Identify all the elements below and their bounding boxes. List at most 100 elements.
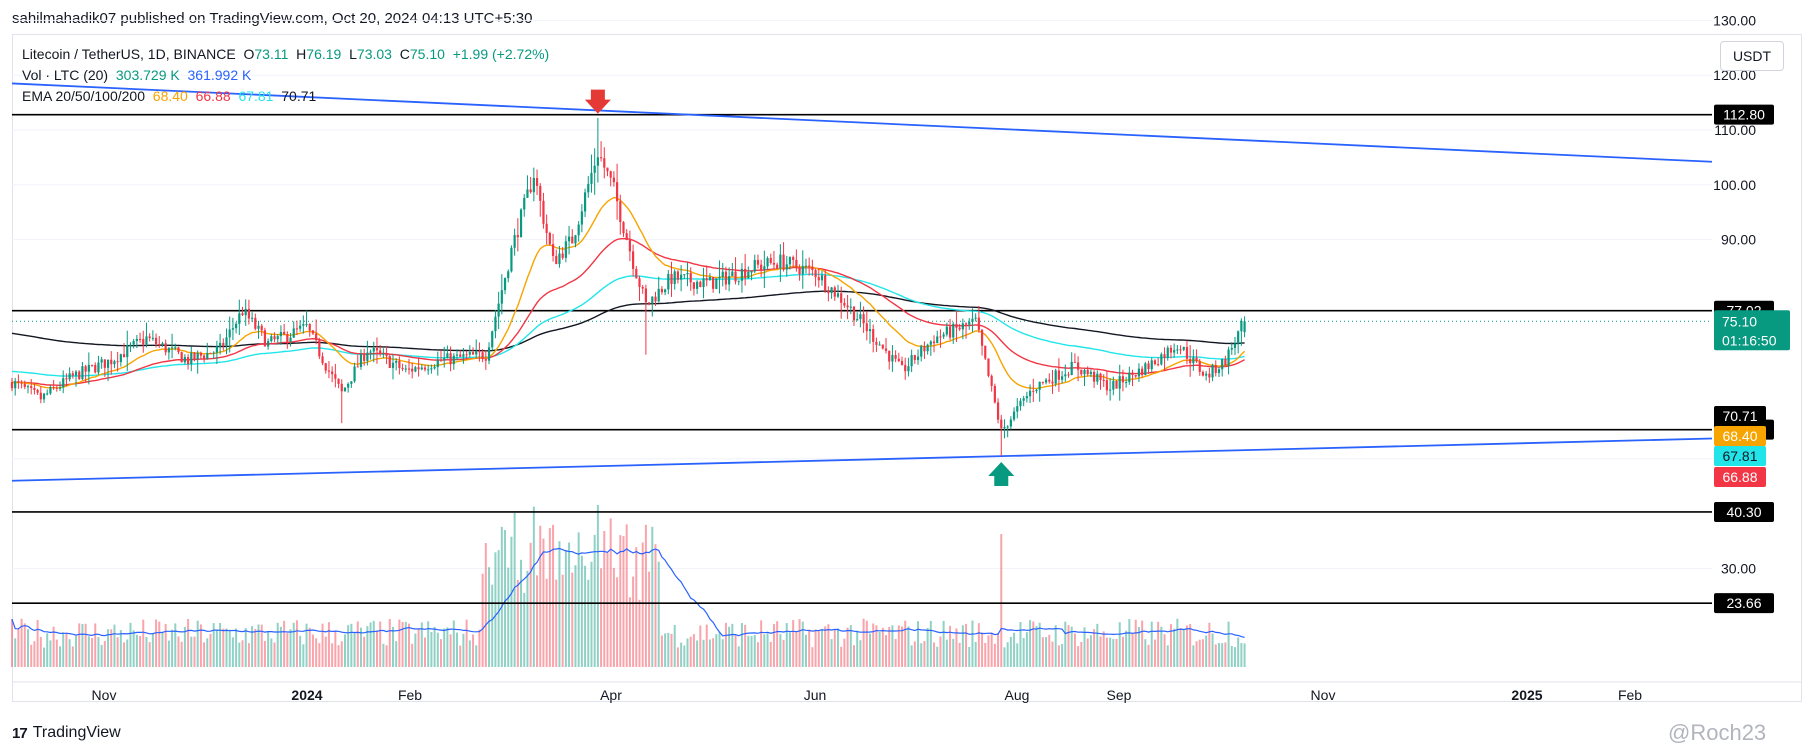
volume-ma-line <box>11 547 1245 638</box>
volume-bar <box>491 584 494 667</box>
volume-bar <box>231 637 234 667</box>
volume-bar <box>129 622 132 667</box>
volume-bar <box>279 626 282 667</box>
volume-bar <box>660 635 663 667</box>
volume-bar <box>936 646 939 667</box>
candle-body <box>1048 379 1051 382</box>
volume-bar <box>1192 645 1195 667</box>
volume-bar <box>87 636 90 667</box>
volume-bar <box>1141 620 1144 667</box>
volume-bar <box>91 638 94 667</box>
volume-bar <box>1083 627 1086 667</box>
volume-bar <box>997 632 1000 667</box>
volume-bar <box>1217 643 1220 667</box>
volume-bar <box>331 643 334 667</box>
candle-body <box>1189 358 1192 364</box>
volume-bar <box>981 632 984 667</box>
candle-body <box>491 331 494 348</box>
volume-bar <box>878 631 881 667</box>
currency-button[interactable]: USDT <box>1720 41 1784 71</box>
candle-body <box>798 267 801 275</box>
volume-bar <box>423 637 426 667</box>
volume-bar <box>846 627 849 667</box>
volume-bar <box>199 624 202 667</box>
candle-body <box>993 385 996 403</box>
candle-body <box>782 254 785 270</box>
volume-bar <box>404 621 407 667</box>
candle-body <box>897 358 900 361</box>
volume-bar <box>635 547 638 667</box>
candle-body <box>299 325 302 329</box>
volume-bar <box>686 638 689 667</box>
candle-body <box>590 172 593 184</box>
candle-body <box>571 236 574 244</box>
candle-body <box>1131 372 1134 376</box>
candle-body <box>138 338 142 340</box>
volume-bar <box>308 627 311 667</box>
volume-bar <box>187 618 190 667</box>
candle-body <box>811 266 814 271</box>
candle-body <box>654 296 657 302</box>
candle-body <box>881 344 884 349</box>
volume-bar <box>1029 620 1032 667</box>
volume-bar <box>942 620 945 667</box>
time-tick-label: Nov <box>1311 687 1336 703</box>
candle-body <box>212 352 215 354</box>
volume-bar <box>235 628 238 667</box>
volume-bar <box>225 628 228 667</box>
volume-bar <box>923 641 926 667</box>
legend-high-label: H <box>296 46 307 62</box>
volume-bar <box>1093 629 1096 667</box>
candle-body <box>148 336 151 338</box>
volume-bar <box>1147 644 1150 667</box>
candle-body <box>475 351 478 355</box>
volume-bar <box>94 623 97 667</box>
candle-body <box>891 355 894 362</box>
candle-body <box>218 342 222 347</box>
candle-body <box>1073 361 1077 363</box>
volume-bar <box>1221 643 1224 667</box>
candle-body <box>705 278 708 281</box>
candle-body <box>1153 360 1157 365</box>
volume-bar <box>590 561 593 667</box>
candle-body <box>122 354 126 358</box>
volume-bar <box>808 629 811 667</box>
volume-bar <box>772 624 775 667</box>
volume-bar <box>1205 635 1208 667</box>
volume-bar <box>1025 632 1028 667</box>
volume-bar <box>1173 628 1176 667</box>
candle-body <box>324 363 327 371</box>
candle-body <box>411 368 414 372</box>
candle-body <box>904 365 907 372</box>
candle-body <box>583 192 587 212</box>
candle-body <box>116 361 119 363</box>
candle-body <box>1089 371 1093 375</box>
volume-bar <box>401 621 404 667</box>
candle-body <box>737 280 740 282</box>
volume-bar <box>359 627 362 667</box>
candle-body <box>1028 390 1032 397</box>
tradingview-logo[interactable]: 17 TradingView <box>12 724 121 742</box>
volume-bar <box>459 645 462 667</box>
candle-body <box>90 364 94 366</box>
volume-bar <box>961 625 964 667</box>
volume-bar <box>1134 619 1137 667</box>
candle-body <box>916 356 920 360</box>
volume-bar <box>734 635 737 667</box>
candle-body <box>1185 347 1189 359</box>
volume-bar <box>606 552 609 667</box>
volume-bar <box>388 619 391 667</box>
volume-bar <box>769 641 772 667</box>
candle-body <box>142 339 145 345</box>
time-tick-label: Nov <box>92 687 117 703</box>
volume-bar <box>1214 644 1217 667</box>
candle-body <box>744 268 747 279</box>
candle-body <box>404 368 407 370</box>
volume-bar <box>449 634 452 667</box>
legend-ema100: 67.81 <box>238 88 274 104</box>
volume-bar <box>36 620 39 667</box>
volume-bar <box>865 620 868 667</box>
candle-body <box>231 328 235 330</box>
volume-bar <box>484 543 487 667</box>
